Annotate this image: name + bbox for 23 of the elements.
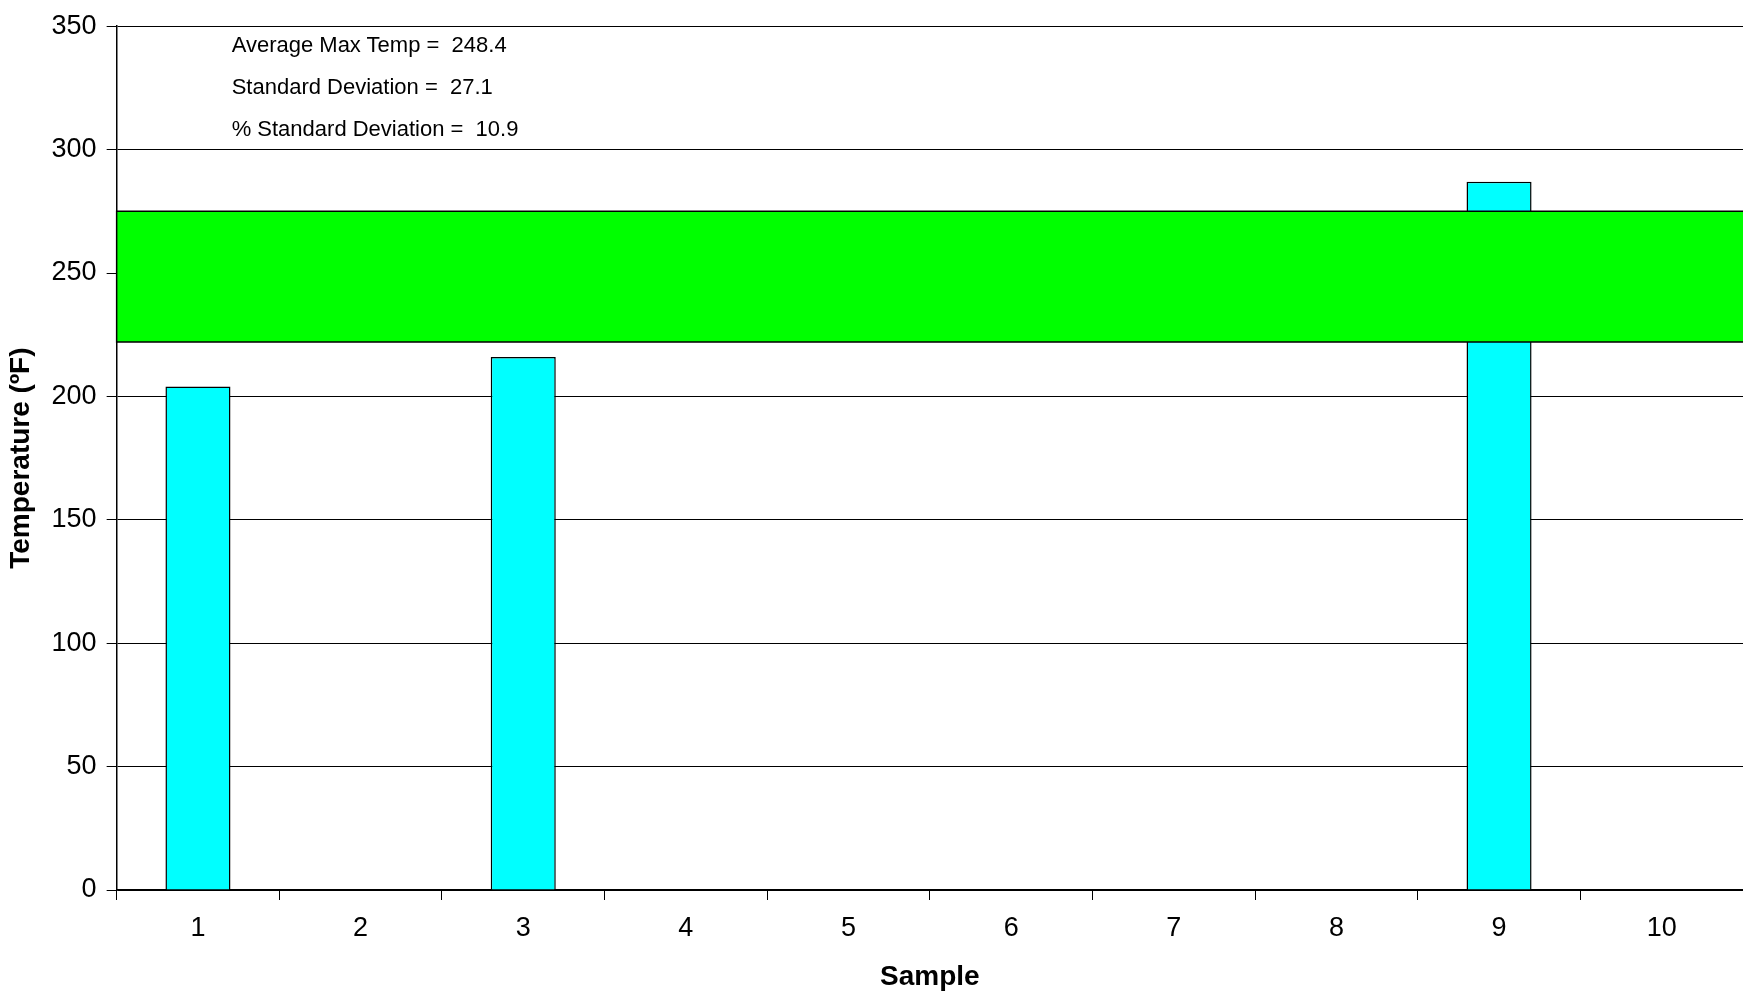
y-tick-label: 350	[51, 9, 97, 40]
y-tick-label: 50	[66, 750, 97, 781]
annotation: Standard Deviation = 27.1	[231, 74, 493, 100]
x-axis-title: Sample	[880, 959, 980, 991]
x-tick-label: 1	[190, 911, 206, 942]
y-tick-label: 200	[51, 379, 97, 410]
y-tick-label: 250	[51, 256, 97, 287]
x-tick-label: 7	[1166, 911, 1182, 942]
x-tick-label: 2	[353, 911, 369, 942]
y-tick-label: 150	[51, 503, 97, 534]
x-tick-label: 3	[515, 911, 531, 942]
y-tick-label: 0	[81, 873, 97, 904]
y-tick-label: 100	[51, 626, 97, 657]
x-tick-label: 8	[1328, 911, 1344, 942]
y-tick-label: 300	[51, 133, 97, 164]
x-tick-label: 9	[1491, 911, 1507, 942]
annotation: % Standard Deviation = 10.9	[231, 116, 519, 142]
x-tick-label: 10	[1646, 911, 1677, 942]
x-tick-label: 4	[678, 911, 694, 942]
annotation: Average Max Temp = 248.4	[231, 32, 507, 58]
x-tick-label: 5	[840, 911, 857, 942]
y-axis-title: Temperature (ºF)	[3, 347, 35, 569]
x-tick-label: 6	[1003, 911, 1019, 942]
